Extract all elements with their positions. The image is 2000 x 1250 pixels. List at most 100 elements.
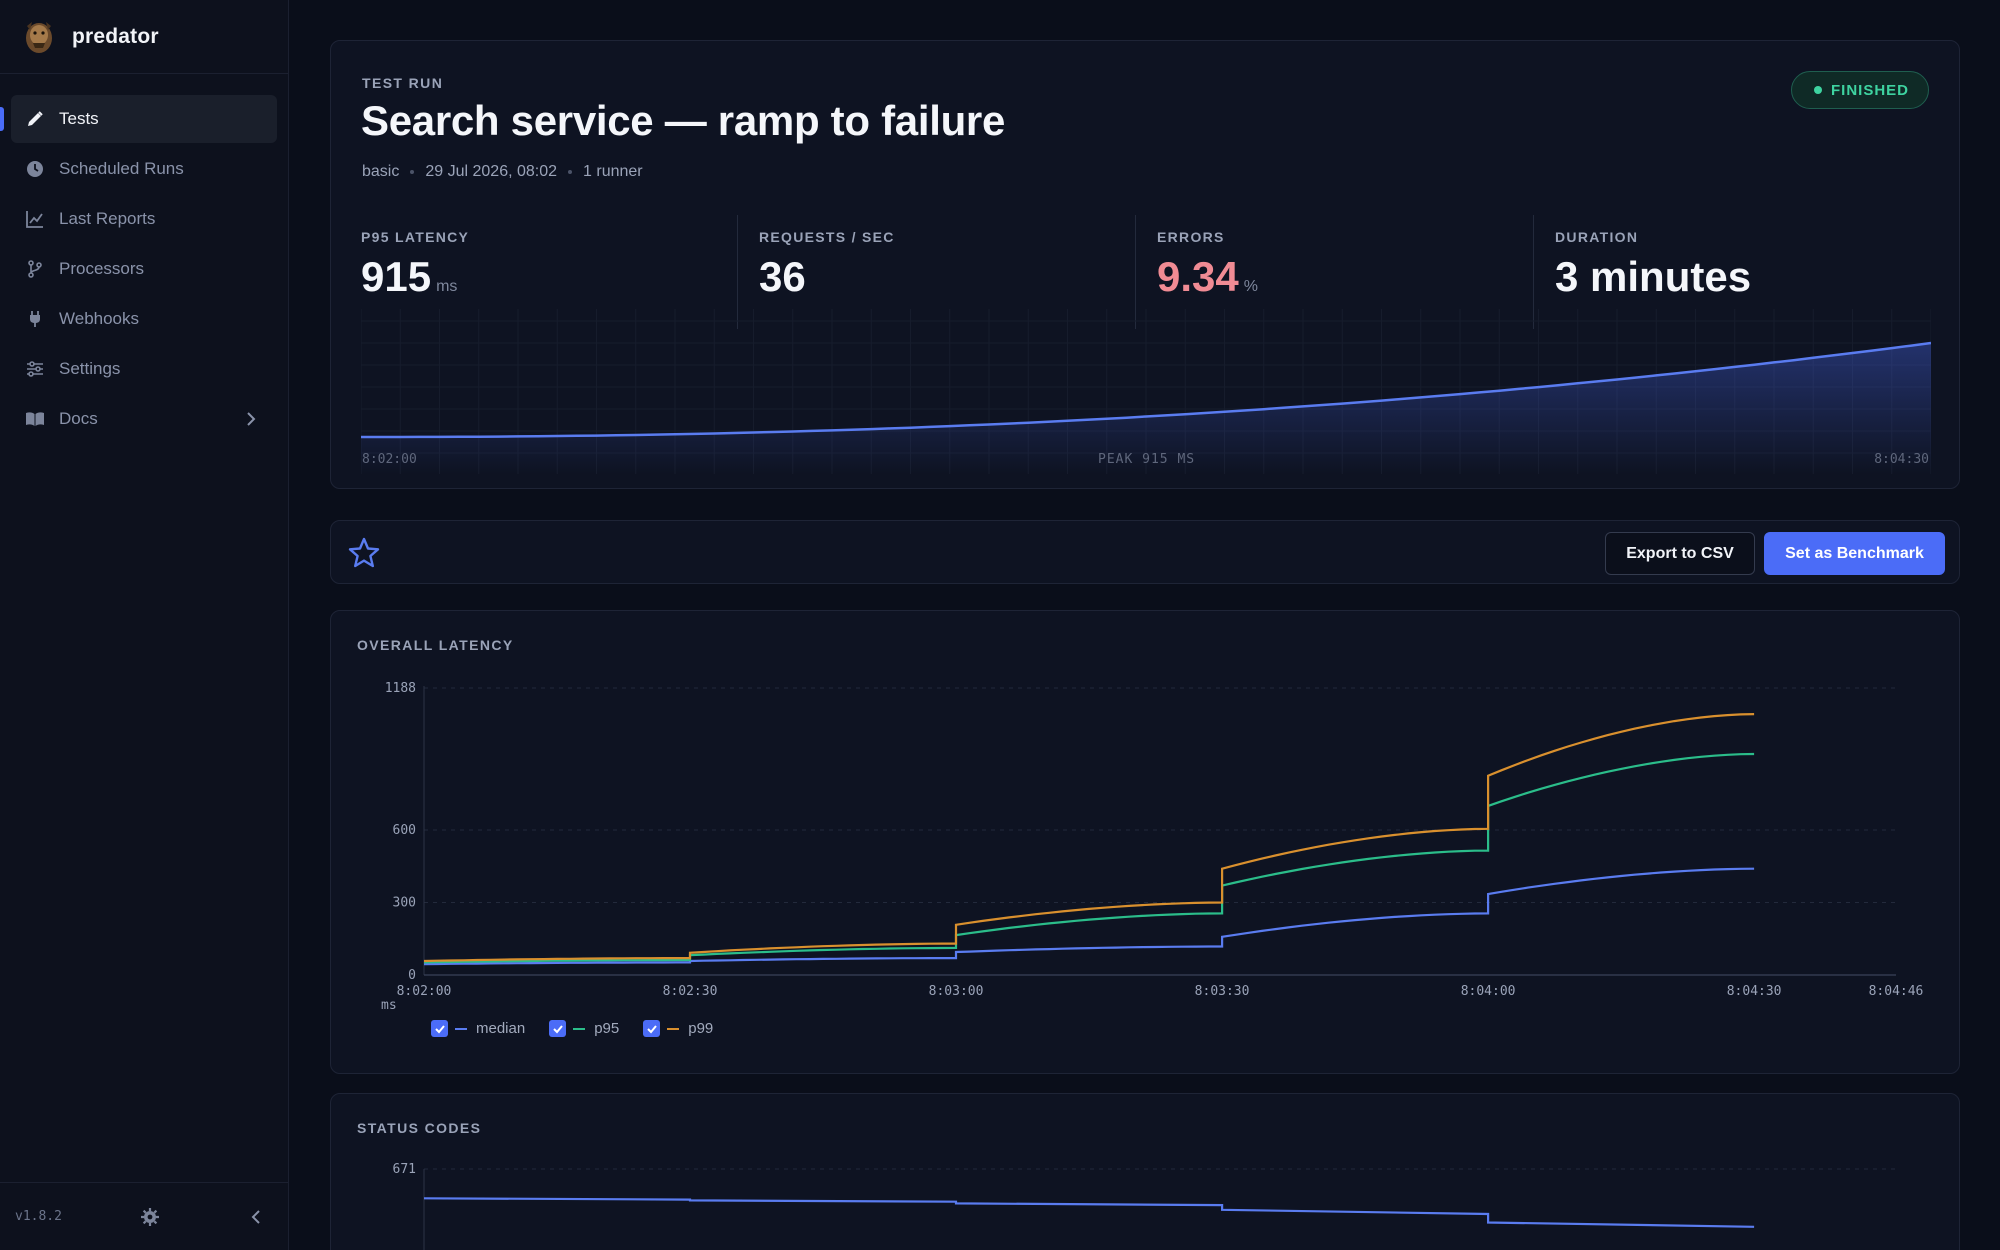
sparkline-end-label: 8:04:30: [1874, 452, 1929, 467]
legend-item-median[interactable]: median: [431, 1020, 525, 1037]
x-tick-label: 8:02:00: [397, 984, 452, 999]
sidebar-item-tests[interactable]: Tests: [0, 95, 277, 143]
sliders-icon: [24, 358, 46, 380]
status-codes-title: STATUS CODES: [357, 1120, 482, 1136]
legend-swatch: [573, 1027, 586, 1030]
stat-label: DURATION: [1555, 229, 1639, 245]
y-tick-label: 600: [393, 823, 416, 838]
app-name: predator: [72, 24, 159, 48]
stat-p95-latency: P95 LATENCY 915 ms: [361, 215, 737, 329]
stat-unit: %: [1243, 278, 1258, 295]
status-badge: FINISHED: [1790, 71, 1929, 109]
stat-value: 9.34 %: [1157, 253, 1533, 301]
x-tick-label: 8:04:00: [1461, 984, 1516, 999]
run-runners: 1 runner: [583, 163, 643, 180]
x-tick-label: 8:03:30: [1195, 984, 1250, 999]
sidebar-item-label: Last Reports: [59, 209, 156, 228]
overall-latency-card: OVERALL LATENCY 0 300 600 1188 8:02:00 8:02:3…: [330, 610, 1960, 1074]
stat-value: 915 ms: [361, 253, 737, 301]
legend-label: p95: [594, 1020, 620, 1037]
sidebar-item-last-reports[interactable]: Last Reports: [11, 195, 277, 243]
stat-duration: DURATION 3 minutes: [1533, 215, 1931, 329]
sidebar-item-docs[interactable]: Docs: [11, 395, 277, 443]
status-dot-icon: [1813, 86, 1822, 94]
branch-icon: [24, 258, 46, 280]
star-favorite-icon[interactable]: [346, 535, 382, 576]
collapse-sidebar-icon[interactable]: [246, 1207, 266, 1232]
status-codes-chart: 671: [393, 1162, 1896, 1250]
y-tick-label: 300: [393, 896, 416, 911]
gear-icon[interactable]: [140, 1207, 160, 1232]
stats-row: P95 LATENCY 915 ms REQUESTS / SEC 36 ERR…: [361, 215, 1931, 329]
sidebar-item-label: Tests: [59, 109, 99, 128]
x-tick-label: 8:04:30: [1727, 984, 1782, 999]
run-meta: basic 29 Jul 2026, 08:02 1 runner: [362, 163, 643, 181]
y-axis-unit-label: ms: [381, 998, 397, 1013]
sidebar-item-label: Settings: [59, 359, 121, 378]
series-line-p95: [423, 752, 1755, 964]
legend-item-p95[interactable]: p95: [549, 1020, 619, 1037]
stat-number: 915: [361, 253, 432, 300]
stat-requests-per-sec: REQUESTS / SEC 36: [737, 215, 1135, 329]
sidebar-footer: v1.8.2: [0, 1182, 289, 1250]
app-version: v1.8.2: [15, 1209, 62, 1224]
latency-legend: median p95 p99: [431, 1020, 737, 1037]
sidebar-item-label: Processors: [59, 259, 145, 278]
legend-label: p99: [688, 1020, 714, 1037]
pen-icon: [24, 108, 46, 130]
sidebar-item-processors[interactable]: Processors: [11, 245, 277, 293]
checkbox-checked-icon[interactable]: [549, 1020, 567, 1037]
x-tick-label: 8:02:30: [663, 984, 718, 999]
y-tick-label: 1188: [385, 681, 416, 696]
series-line-median: [423, 867, 1755, 966]
run-type: basic: [362, 163, 400, 180]
status-codes-card: STATUS CODES 671: [330, 1093, 1960, 1250]
sidebar-item-scheduled-runs[interactable]: Scheduled Runs: [11, 145, 277, 193]
stat-errors: ERRORS 9.34 %: [1135, 215, 1533, 329]
test-run-summary-card: TEST RUN Search service — ramp to failur…: [330, 40, 1960, 489]
stat-unit: ms: [436, 278, 458, 295]
sparkline-start-label: 8:02:00: [362, 452, 417, 467]
overall-latency-title: OVERALL LATENCY: [357, 637, 514, 653]
predator-logo-icon: [26, 21, 52, 53]
checkbox-checked-icon[interactable]: [643, 1020, 661, 1037]
test-run-eyebrow: TEST RUN: [362, 75, 444, 91]
sidebar-nav: Tests Scheduled Runs Last Reports Proces…: [0, 74, 288, 443]
stat-label: ERRORS: [1157, 229, 1225, 245]
stat-number: 36: [759, 253, 806, 300]
series-line-status: [423, 1197, 1755, 1228]
sidebar-item-webhooks[interactable]: Webhooks: [11, 295, 277, 343]
chart-line-icon: [24, 208, 46, 230]
x-tick-label: 8:03:00: [929, 984, 984, 999]
stat-label: REQUESTS / SEC: [759, 229, 895, 245]
set-benchmark-button[interactable]: Set as Benchmark: [1764, 532, 1945, 575]
stat-label: P95 LATENCY: [361, 229, 470, 245]
legend-label: median: [476, 1020, 526, 1037]
stat-number: 9.34: [1157, 253, 1239, 300]
chevron-right-icon[interactable]: [241, 409, 261, 434]
page-title: Search service — ramp to failure: [361, 97, 1006, 144]
y-tick-label: 671: [393, 1162, 416, 1177]
series-line-p99: [423, 713, 1755, 963]
sidebar-item-settings[interactable]: Settings: [11, 345, 277, 393]
book-icon: [24, 408, 46, 430]
checkbox-checked-icon[interactable]: [431, 1020, 448, 1037]
separator-dot: [410, 170, 415, 174]
sidebar-item-label: Docs: [59, 409, 98, 428]
stat-number: 3 minutes: [1555, 253, 1752, 300]
status-badge-label: FINISHED: [1830, 81, 1909, 99]
sparkline-area: [361, 343, 1931, 474]
x-tick-label: 8:04:46: [1869, 984, 1924, 999]
actions-toolbar: Export to CSV Set as Benchmark: [330, 520, 1960, 584]
y-tick-label: 0: [408, 968, 416, 983]
stat-value: 36: [759, 253, 1135, 301]
brand[interactable]: predator: [0, 0, 288, 74]
legend-swatch: [667, 1027, 680, 1030]
legend-item-p99[interactable]: p99: [643, 1020, 713, 1037]
legend-swatch: [455, 1027, 467, 1030]
plug-icon: [24, 308, 46, 330]
export-csv-button[interactable]: Export to CSV: [1605, 532, 1755, 575]
sidebar-item-label: Webhooks: [59, 309, 140, 328]
overall-latency-chart: 0 300 600 1188 8:02:00 8:02:30 8:03:00 8:03:30 8…: [381, 681, 1924, 1013]
separator-dot: [568, 170, 573, 174]
